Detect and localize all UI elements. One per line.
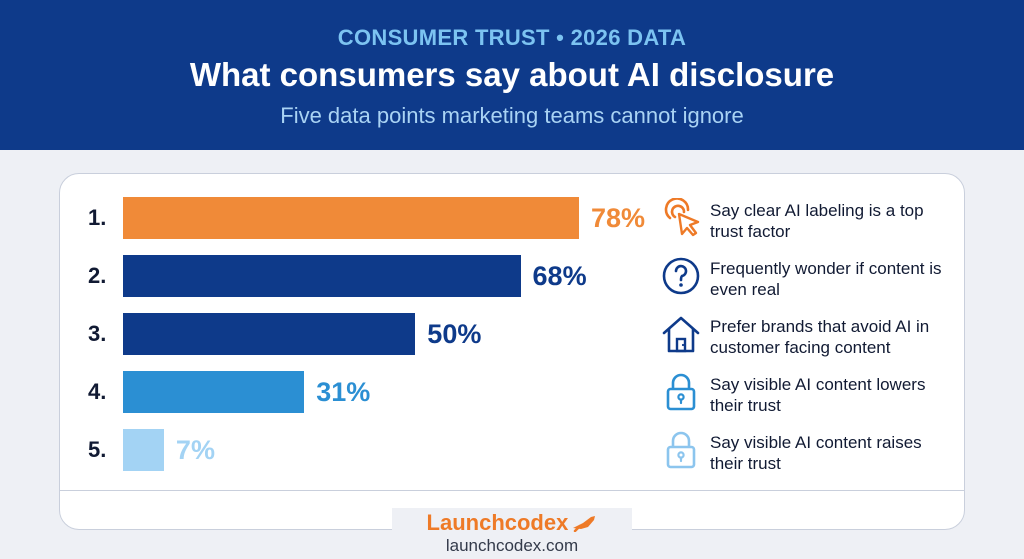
- footer-url: launchcodex.com: [445, 536, 579, 555]
- lock-icon: [661, 372, 701, 412]
- bar-description: Say clear AI labeling is a top trust fac…: [710, 201, 924, 241]
- rank-label: 2.: [88, 263, 107, 288]
- house-icon: [661, 314, 701, 354]
- rank-label: 3.: [88, 321, 107, 346]
- rocket-icon: [573, 516, 596, 533]
- rank-label: 4.: [88, 379, 107, 404]
- bar-description: Prefer brands that avoid AI in customer …: [710, 317, 930, 357]
- bar-description: Say visible AI content raises their trus…: [710, 433, 922, 473]
- bar: [123, 197, 579, 239]
- value-label: 50%: [427, 319, 482, 349]
- brand-logo: Launchcodex: [392, 510, 632, 536]
- cursor-click-icon: [661, 198, 701, 238]
- bar-description: Frequently wonder if content is even rea…: [710, 259, 942, 299]
- page-subtitle: Five data points marketing teams cannot …: [280, 103, 744, 128]
- question-icon: [661, 256, 701, 296]
- brand-name: Launchcodex: [426, 510, 569, 535]
- footer: Launchcodex launchcodex.com: [392, 508, 632, 559]
- header-banner: CONSUMER TRUST • 2026 DATA What consumer…: [0, 0, 1024, 150]
- value-label: 31%: [316, 377, 371, 407]
- bar: [123, 429, 164, 471]
- value-label: 68%: [532, 261, 587, 291]
- bar: [123, 371, 305, 413]
- value-label: 78%: [591, 203, 646, 233]
- lock-icon: [661, 430, 701, 470]
- bar: [123, 313, 416, 355]
- value-label: 7%: [175, 435, 215, 465]
- eyebrow-text: CONSUMER TRUST • 2026 DATA: [337, 25, 687, 50]
- bar-description: Say visible AI content lowers their trus…: [710, 375, 926, 415]
- card-divider: [59, 490, 965, 491]
- rank-label: 5.: [88, 437, 107, 462]
- bar: [123, 255, 521, 297]
- rank-label: 1.: [88, 205, 107, 230]
- page-title: What consumers say about AI disclosure: [189, 56, 835, 93]
